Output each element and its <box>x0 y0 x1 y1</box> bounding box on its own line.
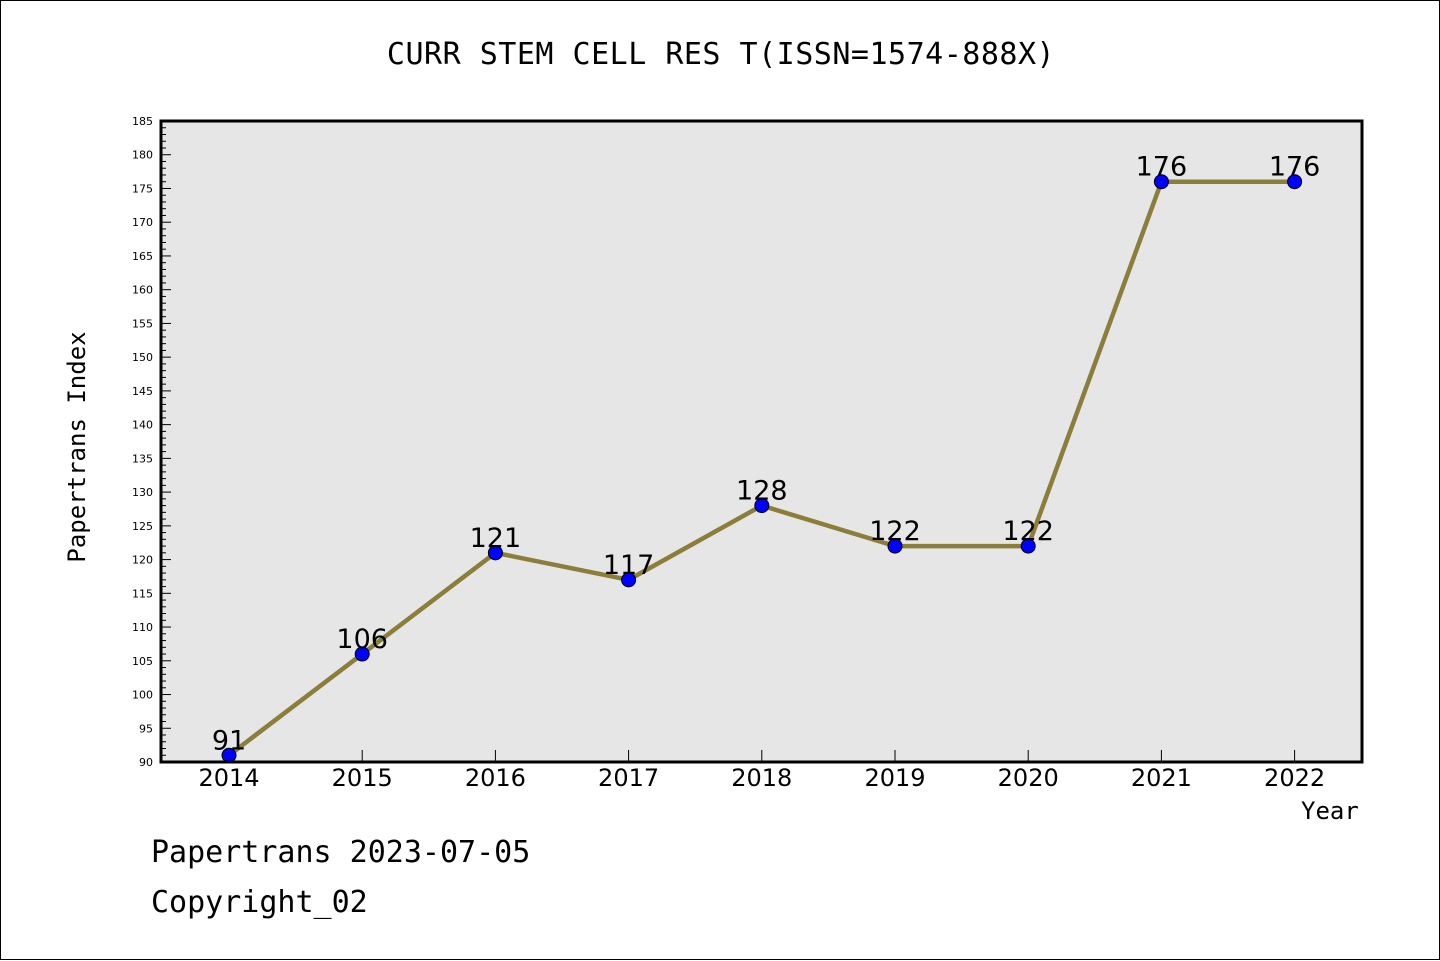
x-tick-label: 2015 <box>332 764 393 792</box>
data-point-marker <box>1287 174 1303 190</box>
data-label: 128 <box>736 476 788 507</box>
x-tick-label: 2019 <box>864 764 925 792</box>
data-label: 121 <box>470 523 522 554</box>
plot-area <box>161 121 1362 762</box>
x-tick-label: 2017 <box>598 764 659 792</box>
y-tick-label: 185 <box>132 115 153 128</box>
y-tick-label: 150 <box>132 351 153 364</box>
y-tick-label: 115 <box>132 587 153 600</box>
footer-date: Papertrans 2023-07-05 <box>151 835 531 870</box>
y-tick-label: 160 <box>132 284 153 297</box>
y-tick-label: 105 <box>132 655 153 668</box>
data-label: 117 <box>603 550 655 581</box>
data-point-marker <box>1020 538 1036 554</box>
data-label: 122 <box>869 516 921 547</box>
data-point-marker <box>354 646 370 662</box>
y-tick-label: 110 <box>132 621 153 634</box>
data-label: 106 <box>336 624 388 655</box>
y-tick-label: 95 <box>139 722 153 735</box>
y-tick-label: 155 <box>132 317 153 330</box>
y-tick-label: 145 <box>132 385 153 398</box>
y-tick-label: 120 <box>132 554 153 567</box>
data-labels: 91 106 121 117 128 122 122 176 176 <box>212 152 1321 757</box>
y-tick-label: 140 <box>132 419 153 432</box>
data-point-marker <box>887 538 903 554</box>
y-tick-label: 165 <box>132 250 153 263</box>
data-point-marker <box>621 572 637 588</box>
y-tick-label: 175 <box>132 182 153 195</box>
y-axis: 90 95 100 105 110 115 120 125 130 135 140 145 150 155… <box>132 115 171 769</box>
x-tick-label: 2014 <box>198 764 259 792</box>
x-tick-label: 2020 <box>998 764 1059 792</box>
x-tick-label: 2022 <box>1264 764 1325 792</box>
footer-copyright: Copyright_02 <box>151 885 368 920</box>
chart-title: CURR STEM CELL RES T(ISSN=1574-888X) <box>386 37 1056 72</box>
data-point-marker <box>487 545 503 561</box>
x-tick-label: 2018 <box>731 764 792 792</box>
y-tick-label: 100 <box>132 689 153 702</box>
y-tick-label: 170 <box>132 216 153 229</box>
y-tick-label: 180 <box>132 149 153 162</box>
data-label: 91 <box>212 725 246 756</box>
plot-frame <box>159 119 1364 764</box>
x-axis: 2014 2015 2016 2017 2018 2019 2020 2021 2022 <box>198 750 1325 792</box>
data-label: 122 <box>1002 516 1054 547</box>
data-point-marker <box>1153 174 1169 190</box>
y-tick-label: 135 <box>132 452 153 465</box>
data-label: 176 <box>1136 152 1188 183</box>
data-point-marker <box>754 498 770 514</box>
data-label: 176 <box>1269 152 1321 183</box>
y-tick-label: 125 <box>132 520 153 533</box>
x-tick-label: 2021 <box>1131 764 1192 792</box>
x-tick-label: 2016 <box>465 764 526 792</box>
x-axis-label: Year <box>1301 797 1359 825</box>
y-tick-label: 90 <box>139 756 153 769</box>
series-markers <box>221 174 1303 763</box>
y-tick-label: 130 <box>132 486 153 499</box>
